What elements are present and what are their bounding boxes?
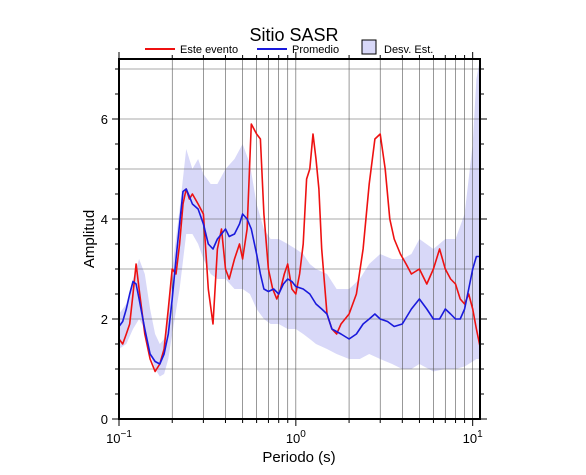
legend-label-este-evento: Este evento bbox=[180, 44, 238, 56]
series-layer bbox=[119, 123, 480, 373]
y-tick-label: 2 bbox=[101, 312, 108, 327]
y-axis-title: Amplitud bbox=[81, 210, 98, 268]
legend-swatch-desv-est bbox=[361, 39, 377, 55]
y-tick-label: 4 bbox=[101, 212, 108, 227]
x-axis-title: Periodo (s) bbox=[262, 449, 335, 466]
series-line-este-evento bbox=[119, 123, 480, 373]
y-tick-labels: 0 2 4 6 bbox=[101, 112, 108, 427]
std-band bbox=[119, 59, 480, 377]
legend: Este evento Promedio Desv. Est. bbox=[145, 39, 433, 56]
x-tick-label: 10−1 bbox=[106, 429, 132, 446]
y-tick-label: 6 bbox=[101, 112, 108, 127]
series-line-promedio bbox=[119, 188, 480, 365]
chart-title: Sitio SASR bbox=[249, 25, 338, 45]
std-band-layer bbox=[119, 59, 480, 377]
y-tick-label: 0 bbox=[101, 412, 108, 427]
x-tick-label: 100 bbox=[286, 429, 306, 446]
legend-label-promedio: Promedio bbox=[292, 44, 339, 56]
legend-label-desv-est: Desv. Est. bbox=[384, 44, 433, 56]
tick-layer bbox=[112, 52, 487, 426]
x-tick-labels: 10−1 100 101 bbox=[106, 429, 483, 446]
grid-layer bbox=[118, 59, 480, 419]
x-tick-label: 101 bbox=[463, 429, 483, 446]
plot-frame bbox=[118, 58, 481, 420]
